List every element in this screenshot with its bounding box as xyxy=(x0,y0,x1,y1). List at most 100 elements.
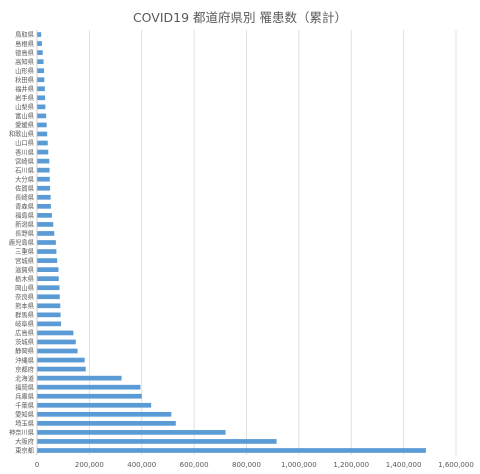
category-label: 高知県 xyxy=(15,57,35,66)
bar xyxy=(37,303,61,309)
bar xyxy=(37,357,85,363)
category-label: 大阪府 xyxy=(15,437,34,446)
bar xyxy=(37,348,78,354)
x-tick-label: 600,000 xyxy=(180,461,209,469)
bar xyxy=(37,339,76,345)
bar xyxy=(37,366,86,372)
category-label: 広島県 xyxy=(15,328,35,337)
bar xyxy=(37,32,42,37)
category-label: 香川県 xyxy=(15,147,35,156)
category-label: 北海道 xyxy=(15,373,35,382)
bar xyxy=(37,176,50,182)
bar xyxy=(37,312,61,318)
bar xyxy=(37,222,54,227)
bar xyxy=(37,240,56,245)
category-label: 和歌山県 xyxy=(9,129,35,138)
x-tick-label: 1,600,000 xyxy=(438,461,474,469)
bar xyxy=(37,203,51,209)
bar xyxy=(37,86,45,92)
bar xyxy=(37,104,46,110)
category-label: 埼玉県 xyxy=(15,419,35,428)
category-label: 青森県 xyxy=(15,202,35,211)
category-label: 神奈川県 xyxy=(9,428,35,437)
category-label: 鳥取県 xyxy=(15,30,35,39)
category-label: 岩手県 xyxy=(15,93,35,102)
category-label: 三重県 xyxy=(15,248,35,256)
bar xyxy=(37,185,51,191)
bar xyxy=(37,122,47,128)
category-label: 石川県 xyxy=(15,166,35,174)
category-label: 熊本県 xyxy=(15,301,35,310)
category-label: 静岡県 xyxy=(15,346,35,355)
category-label: 秋田県 xyxy=(15,75,35,84)
category-label: 富山県 xyxy=(15,111,35,120)
bar xyxy=(37,167,50,173)
category-label: 佐賀県 xyxy=(15,183,35,192)
category-label: 岡山県 xyxy=(15,283,35,292)
x-tick-label: 200,000 xyxy=(75,461,104,469)
category-label: 徳島県 xyxy=(15,48,35,57)
bar xyxy=(37,95,46,101)
x-tick-label: 1,200,000 xyxy=(333,461,369,469)
x-tick-label: 800,000 xyxy=(232,461,261,469)
bar xyxy=(37,59,44,64)
bar xyxy=(37,194,51,200)
category-label: 山形県 xyxy=(15,66,35,75)
bar xyxy=(37,285,60,291)
bar xyxy=(37,430,226,435)
category-label: 沖縄県 xyxy=(15,355,35,364)
bar xyxy=(37,41,42,46)
bar xyxy=(37,421,176,426)
category-label: 兵庫県 xyxy=(15,391,35,400)
category-label: 千葉県 xyxy=(15,400,35,409)
bar xyxy=(37,448,426,453)
bar xyxy=(37,213,52,218)
bar xyxy=(37,439,277,444)
labels: 0 200,000 400,000 600,000 800,000 1,000,000 1,… xyxy=(9,30,474,469)
category-label: 新潟県 xyxy=(15,220,35,229)
category-label: 東京都 xyxy=(15,446,35,455)
bar xyxy=(37,393,142,399)
gridlines xyxy=(88,30,457,455)
bar xyxy=(37,411,172,417)
category-label: 長野県 xyxy=(15,230,35,238)
bar xyxy=(37,77,45,83)
category-label: 宮城県 xyxy=(15,256,35,265)
category-label: 奈良県 xyxy=(15,292,35,301)
bar xyxy=(37,231,55,236)
x-tick-label: 1,400,000 xyxy=(386,461,422,469)
bar xyxy=(37,321,62,327)
category-label: 茨城県 xyxy=(15,337,35,346)
category-label: 島根県 xyxy=(15,39,35,48)
category-label: 滋賀県 xyxy=(15,265,35,274)
category-label: 群馬県 xyxy=(15,310,35,319)
category-label: 福井県 xyxy=(15,84,35,93)
x-tick-label: 0 xyxy=(35,461,39,469)
bar xyxy=(37,294,60,300)
category-label: 栃木県 xyxy=(15,274,35,283)
category-label: 長崎県 xyxy=(15,192,35,201)
category-label: 宮崎県 xyxy=(15,156,35,165)
bar xyxy=(37,267,59,272)
bar xyxy=(37,140,48,146)
bar xyxy=(37,149,49,155)
category-label: 山口県 xyxy=(15,138,35,147)
x-tick-label: 400,000 xyxy=(127,461,156,469)
category-label: 福島県 xyxy=(15,211,35,220)
bar xyxy=(37,258,58,263)
bar xyxy=(37,158,50,164)
category-label: 山梨県 xyxy=(15,102,35,111)
bar xyxy=(37,68,45,74)
category-label: 京都府 xyxy=(15,364,34,373)
bar xyxy=(37,330,74,336)
bar xyxy=(37,113,47,119)
bar xyxy=(37,402,152,408)
bar xyxy=(37,384,141,390)
bar xyxy=(37,276,59,282)
category-label: 愛媛県 xyxy=(15,120,35,129)
category-label: 福岡県 xyxy=(15,382,35,391)
category-label: 岐阜県 xyxy=(15,319,35,328)
bar xyxy=(37,131,48,137)
